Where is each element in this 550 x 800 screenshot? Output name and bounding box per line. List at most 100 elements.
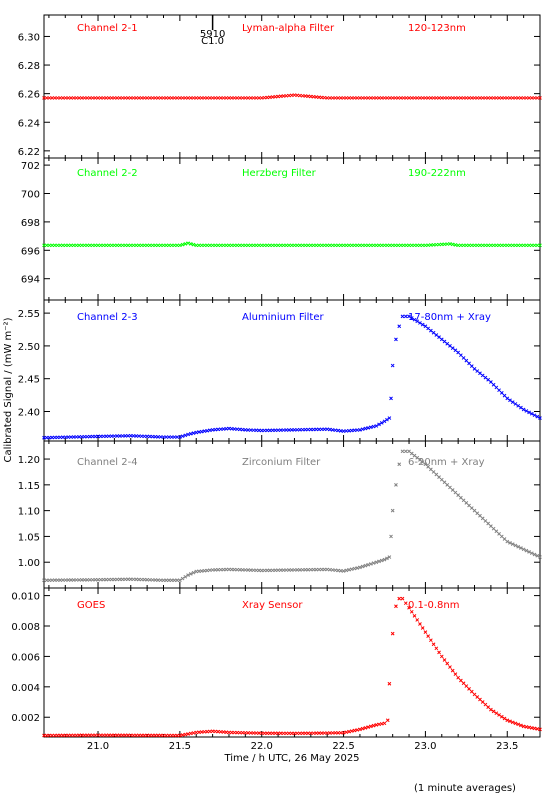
data-point	[167, 578, 171, 583]
data-point	[210, 243, 215, 248]
data-point	[439, 477, 444, 482]
data-point	[390, 96, 395, 100]
data-point	[336, 96, 340, 100]
data-point	[98, 243, 103, 248]
data-point	[328, 243, 332, 248]
data-point	[426, 634, 430, 638]
data-point	[469, 506, 474, 510]
panel-channel-label: Channel 2-3	[77, 312, 138, 323]
data-point	[453, 96, 458, 100]
data-point	[251, 96, 256, 100]
data-point	[494, 711, 499, 716]
data-point	[403, 314, 408, 319]
data-point	[379, 721, 384, 726]
data-point	[278, 731, 283, 736]
data-point	[292, 243, 297, 248]
data-point	[104, 733, 109, 738]
data-point	[400, 449, 405, 454]
data-point	[467, 96, 471, 100]
data-point	[366, 243, 370, 248]
series-points	[42, 449, 542, 583]
data-point	[377, 422, 381, 427]
data-point	[409, 316, 414, 320]
data-point	[524, 243, 529, 248]
data-point	[494, 243, 499, 248]
data-point	[374, 560, 379, 565]
data-point	[535, 553, 540, 558]
data-point	[382, 96, 387, 100]
data-point	[412, 614, 417, 618]
data-point	[431, 642, 436, 647]
data-point	[538, 416, 542, 420]
data-point	[456, 675, 461, 680]
data-point	[404, 96, 409, 100]
series-points	[42, 93, 542, 100]
data-point	[248, 96, 253, 100]
data-point	[238, 96, 242, 100]
data-point	[519, 546, 523, 550]
data-point	[115, 733, 119, 738]
y-tick-label: 6.28	[18, 61, 40, 72]
data-point	[456, 350, 461, 355]
data-point	[453, 243, 458, 247]
data-point	[467, 503, 471, 508]
data-point	[505, 243, 510, 248]
data-point	[513, 402, 518, 406]
data-point	[169, 243, 174, 248]
data-point	[535, 414, 540, 419]
data-point	[325, 243, 330, 248]
data-point	[224, 243, 229, 248]
x-tick-label: 21.0	[87, 741, 109, 752]
y-tick-label: 1.15	[18, 481, 40, 492]
data-point	[374, 243, 379, 248]
data-point	[502, 96, 507, 100]
data-point	[180, 434, 185, 439]
panel-channel-label: GOES	[77, 600, 105, 611]
data-point	[513, 721, 518, 726]
data-point	[164, 733, 169, 738]
data-point	[278, 243, 283, 248]
data-point	[107, 243, 111, 248]
data-point	[489, 707, 493, 712]
data-point	[469, 243, 474, 248]
data-point	[420, 96, 425, 100]
data-point	[368, 425, 373, 430]
data-point	[494, 385, 499, 390]
data-point	[96, 243, 100, 248]
data-point	[246, 243, 250, 248]
data-point	[480, 700, 485, 704]
data-point	[123, 243, 128, 248]
data-point	[248, 243, 253, 248]
data-point	[382, 419, 387, 424]
data-point	[521, 96, 526, 100]
data-point	[148, 733, 152, 738]
data-point	[139, 96, 144, 100]
x-tick-label: 23.5	[496, 741, 518, 752]
data-point	[358, 427, 362, 432]
data-point	[120, 243, 125, 248]
data-point	[287, 243, 291, 248]
data-point	[229, 96, 234, 100]
data-point	[338, 96, 343, 100]
data-point	[461, 356, 466, 360]
data-point	[186, 241, 190, 246]
data-point	[469, 96, 474, 100]
data-point	[153, 733, 158, 738]
data-point	[412, 96, 417, 100]
data-point	[461, 498, 466, 503]
data-point	[180, 242, 185, 247]
data-point	[524, 548, 529, 553]
data-point	[314, 243, 319, 248]
data-point	[371, 424, 376, 429]
data-point	[287, 731, 291, 736]
data-point	[371, 243, 376, 248]
data-point	[434, 472, 439, 477]
data-point	[123, 96, 128, 100]
data-point	[199, 429, 204, 434]
data-point	[472, 508, 477, 513]
data-point	[499, 243, 504, 248]
data-point	[389, 396, 393, 401]
data-point	[123, 733, 128, 738]
y-tick-label: 2.50	[18, 342, 40, 353]
